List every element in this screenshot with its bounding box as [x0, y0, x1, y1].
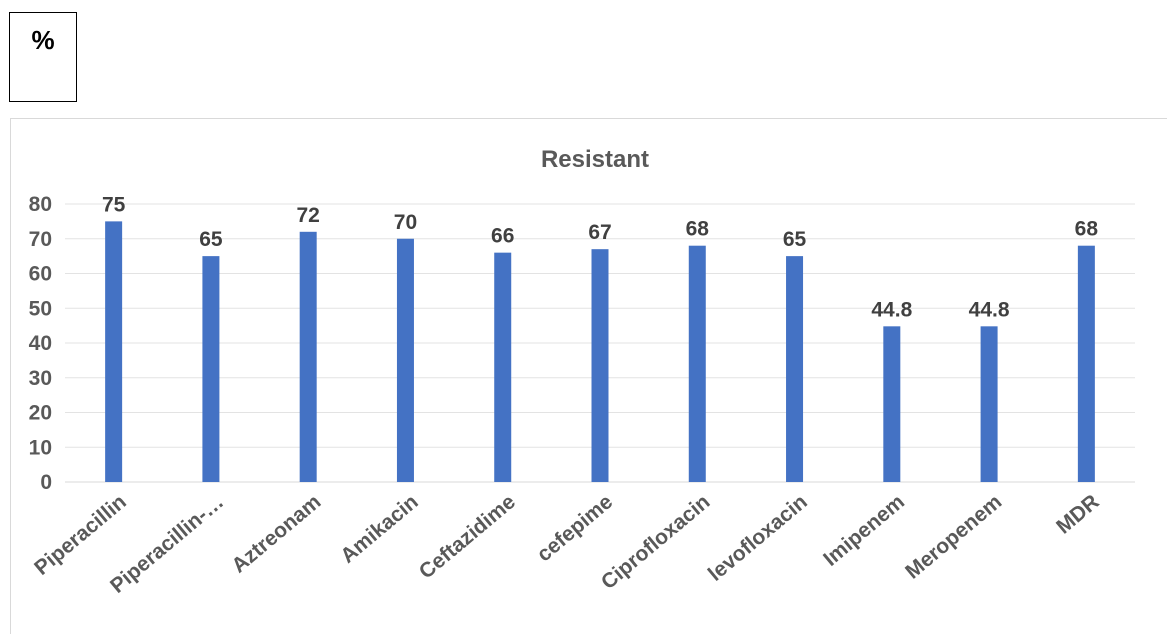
data-label: 66: [491, 225, 514, 248]
x-tick-label: Piperacillin: [30, 490, 131, 580]
bar: [105, 221, 123, 482]
y-tick-label: 10: [29, 436, 52, 459]
x-tick-label: Imipenem: [819, 490, 909, 571]
data-label: 44.8: [969, 298, 1010, 321]
data-label: 75: [102, 193, 126, 216]
data-label: 44.8: [871, 298, 912, 321]
bar: [688, 245, 706, 482]
x-tick-label: MDR: [1052, 490, 1103, 538]
chart-frame: [10, 118, 1167, 634]
bar: [786, 256, 804, 482]
data-label: 68: [1075, 218, 1099, 241]
bar: [1077, 245, 1095, 482]
y-tick-label: 40: [29, 332, 52, 355]
y-tick-label: 60: [29, 263, 52, 286]
y-tick-label: 50: [29, 297, 52, 320]
bars: [105, 221, 1095, 482]
chart-title: Resistant: [541, 146, 649, 173]
y-tick-label: 30: [29, 367, 52, 390]
data-label: 70: [394, 211, 417, 234]
x-tick-label: levofloxacin: [704, 490, 812, 586]
bar: [883, 326, 901, 482]
data-labels: 75 65 72 70 66 67 68 65 44.8 44.8 68: [102, 193, 1098, 321]
bar: [980, 326, 998, 482]
x-tick-label: Ceftazidime: [415, 490, 520, 583]
bar: [396, 238, 414, 482]
unit-label: %: [31, 25, 55, 55]
data-label: 67: [588, 221, 611, 244]
y-tick-label: 20: [29, 402, 52, 425]
unit-label-box: %: [9, 12, 77, 102]
y-tick-label: 70: [29, 228, 52, 251]
y-axis-ticks: 0 10 20 30 40 50 60 70 80: [29, 193, 52, 494]
data-label: 72: [297, 204, 320, 227]
bar: [202, 256, 220, 482]
x-tick-label: cefepime: [533, 490, 618, 566]
bar: [494, 252, 512, 482]
y-tick-label: 0: [40, 471, 52, 494]
bar: [591, 249, 609, 482]
x-tick-label: Meropenem: [901, 490, 1006, 583]
x-tick-label: Amikacin: [336, 490, 422, 568]
data-label: 65: [199, 228, 223, 251]
data-label: 65: [783, 228, 807, 251]
bar: [299, 231, 317, 482]
y-tick-label: 80: [29, 193, 52, 216]
x-tick-label: Aztreonam: [227, 490, 325, 577]
data-label: 68: [686, 218, 710, 241]
